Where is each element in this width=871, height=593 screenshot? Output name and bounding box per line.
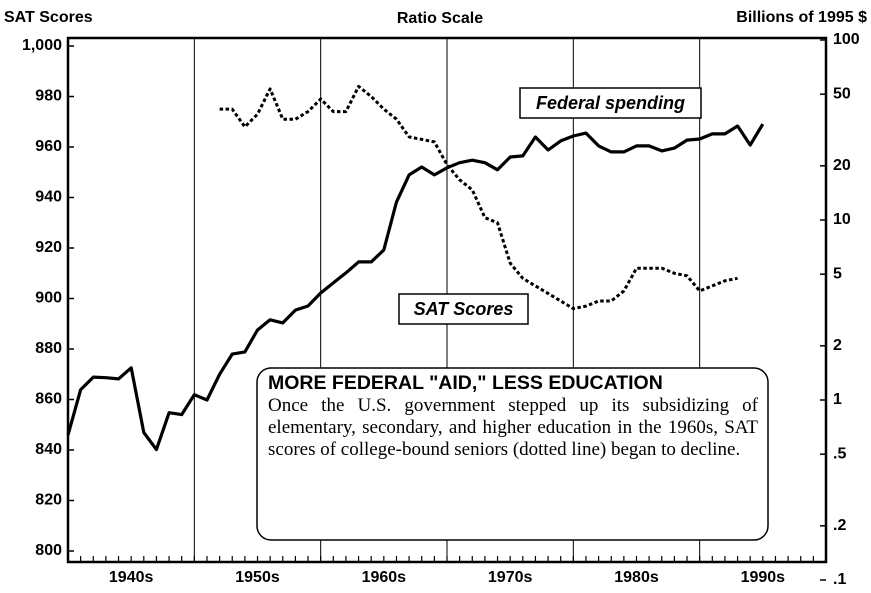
y-tick-label: 880 xyxy=(35,340,62,357)
annotation-body: MORE FEDERAL "AID," LESS EDUCATION Once t… xyxy=(268,372,758,461)
y-tick-label: 980 xyxy=(35,88,62,105)
x-tick-label: 1990s xyxy=(741,569,786,586)
y-tick-label: 900 xyxy=(35,290,62,307)
annotation-text: Once the U.S. government stepped up its … xyxy=(268,395,758,460)
left-axis-label: SAT Scores xyxy=(4,9,93,26)
y-tick-label: 860 xyxy=(35,391,62,408)
y2-tick-label: 1 xyxy=(833,391,842,408)
annotation-box xyxy=(256,367,769,541)
legend-label: SAT Scores xyxy=(414,299,514,319)
y2-tick-label: 50 xyxy=(833,85,851,102)
y-tick-label: 960 xyxy=(35,138,62,155)
y2-tick-label: 2 xyxy=(833,337,842,354)
annotation-title: MORE FEDERAL "AID," LESS EDUCATION xyxy=(268,372,663,394)
y2-tick-label: .1 xyxy=(833,571,846,588)
y-tick-label: 1,000 xyxy=(22,37,62,54)
y2-tick-label: 20 xyxy=(833,157,851,174)
x-tick-label: 1980s xyxy=(614,569,659,586)
y-tick-label: 800 xyxy=(35,542,62,559)
x-tick-label: 1950s xyxy=(235,569,280,586)
y2-tick-label: 100 xyxy=(833,31,860,48)
y-tick-label: 940 xyxy=(35,189,62,206)
y2-tick-label: .2 xyxy=(833,517,846,534)
right-axis-label: Billions of 1995 $ xyxy=(736,9,867,26)
x-tick-label: 1960s xyxy=(362,569,407,586)
series-line xyxy=(219,84,738,311)
y2-tick-label: 10 xyxy=(833,211,851,228)
y2-tick-label: .5 xyxy=(833,445,846,462)
x-tick-label: 1970s xyxy=(488,569,533,586)
y-tick-label: 820 xyxy=(35,492,62,509)
subtitle: Ratio Scale xyxy=(397,10,483,27)
legend-label: Federal spending xyxy=(536,93,685,113)
x-tick-label: 1940s xyxy=(109,569,154,586)
legend-box xyxy=(398,293,529,325)
series-line xyxy=(66,123,765,452)
y2-tick-label: 5 xyxy=(833,265,842,282)
y-tick-label: 920 xyxy=(35,239,62,256)
legend-box xyxy=(519,87,702,119)
y-tick-label: 840 xyxy=(35,441,62,458)
